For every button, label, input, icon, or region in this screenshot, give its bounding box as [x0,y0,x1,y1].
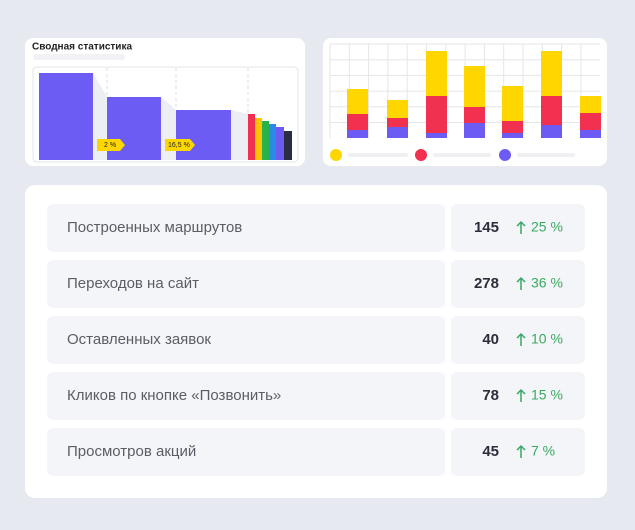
row-change: 10 % [531,331,563,347]
row-label-cell [47,204,445,252]
up-arrow [516,444,526,458]
stats-table: Построенных маршрутов 145 25 % Переходов на… [47,204,585,476]
row-value: 78 [482,387,499,404]
up-arrow [516,276,526,290]
chart-frame [32,66,299,163]
row-change: 7 % [531,443,555,459]
placeholder [33,54,125,60]
legend [330,149,575,161]
seg [541,125,562,138]
seg [502,121,523,133]
row-value-cell [451,372,585,420]
row-change: 25 % [531,219,563,235]
row-value-cell [451,260,585,308]
seg [541,96,562,125]
row-label: Переходов на сайт [67,275,199,292]
seg [426,51,447,96]
seg [387,118,408,127]
seg [580,130,601,138]
row-value-cell [451,316,585,364]
seg [347,114,368,130]
seg [426,96,447,133]
badge [165,139,195,151]
row-label: Оставленных заявок [67,331,211,348]
stacked-bars [347,51,601,138]
row-value: 45 [482,443,499,460]
seg [541,51,562,96]
row-label-cell [47,316,445,364]
row-label-cell [47,428,445,476]
row-label: Кликов по кнопке «Позвонить» [67,387,281,404]
row-label: Просмотров акций [67,443,196,460]
row-change: 36 % [531,275,563,291]
seg [464,107,485,123]
row-label-cell [47,260,445,308]
rainbow-bars [248,114,292,160]
seg [426,133,447,138]
seg [502,133,523,138]
row-value-cell [451,204,585,252]
funnel-bar [39,73,93,160]
row-label-cell [47,372,445,420]
seg [387,127,408,138]
row-change: 15 % [531,387,563,403]
row-label: Построенных маршрутов [67,219,242,236]
funnel-bar [176,110,231,160]
funnel-shade [93,73,107,160]
up-arrow [516,388,526,402]
badge-text: 2 % [104,142,116,149]
card-title: Сводная статистика [32,42,132,53]
seg [580,96,601,113]
row-value: 40 [482,331,499,348]
row-value: 145 [474,219,499,236]
seg [347,89,368,114]
seg [387,100,408,118]
seg [580,113,601,130]
row-value: 278 [474,275,499,292]
seg [464,66,485,107]
seg [502,86,523,121]
seg [347,130,368,138]
badge [97,139,125,151]
funnel-shade [231,110,248,160]
up-arrow [516,332,526,346]
row-value-cell [451,428,585,476]
badge-text: 16,5 % [168,142,190,149]
up-arrow [516,220,526,234]
seg [464,123,485,138]
